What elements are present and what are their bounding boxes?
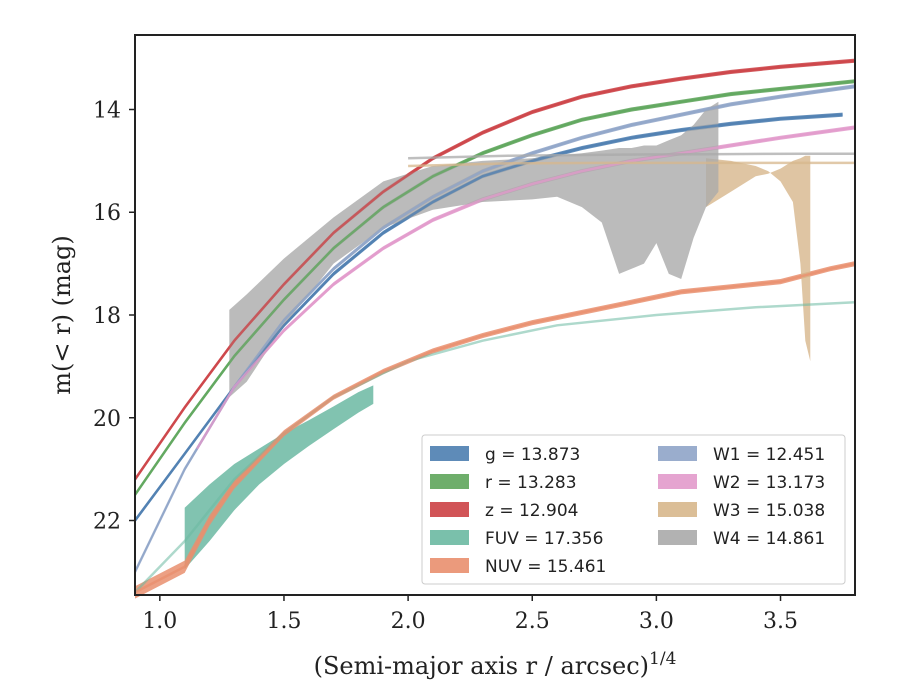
- x-tick-label: 1.5: [266, 609, 301, 634]
- x-tick-label: 2.5: [515, 609, 550, 634]
- legend-label-r: r = 13.283: [485, 473, 577, 493]
- fuv-band: [184, 385, 374, 570]
- x-axis-title-text: (Semi-major axis r / arcsec): [314, 652, 649, 680]
- y-tick-label: 20: [93, 407, 121, 432]
- legend-swatch-nuv: [430, 558, 469, 573]
- w3-model-line: [408, 161, 855, 168]
- series-lines: [133, 59, 856, 594]
- z-model-line: [133, 59, 856, 481]
- legend-label-w3: W3 = 15.038: [713, 501, 825, 521]
- y-tick-label: 18: [93, 304, 121, 329]
- legend-label-nuv: NUV = 15.461: [485, 557, 606, 577]
- y-tick-label: 22: [93, 510, 121, 535]
- w1-model-line: [133, 85, 856, 573]
- legend-swatch-w3: [658, 502, 697, 517]
- legend-swatch-g: [430, 446, 469, 461]
- legend-swatch-w2: [658, 474, 697, 489]
- x-axis-title-exponent: 1/4: [649, 649, 676, 669]
- legend: g = 13.873 r = 13.283 z = 12.904 FUV = 17.3…: [421, 434, 846, 585]
- y-axis-title: m(< r) (mag): [48, 235, 76, 394]
- nuv-model-line: [134, 262, 856, 594]
- legend-label-w4: W4 = 14.861: [713, 529, 825, 549]
- legend-swatch-fuv: [430, 530, 469, 545]
- legend-label-fuv: FUV = 17.356: [485, 529, 603, 549]
- legend-label-g: g = 13.873: [485, 445, 580, 465]
- w3-band: [706, 155, 811, 362]
- legend-label-w1: W1 = 12.451: [713, 445, 825, 465]
- x-tick-label: 1.0: [142, 609, 177, 634]
- x-tick-label: 2.0: [391, 609, 426, 634]
- legend-swatch-z: [430, 502, 469, 517]
- w4-model-line: [408, 152, 855, 160]
- x-axis-title: (Semi-major axis r / arcsec)1/4: [314, 649, 677, 680]
- r-model-line: [133, 79, 856, 496]
- y-tick-label: 16: [93, 201, 121, 226]
- w4-band: [229, 101, 719, 398]
- legend-box: [421, 434, 846, 585]
- x-tick-label: 3.0: [639, 609, 674, 634]
- legend-swatch-r: [430, 474, 469, 489]
- legend-swatch-w4: [658, 530, 697, 545]
- x-tick-label: 3.5: [763, 609, 798, 634]
- w2-model-line: [196, 126, 856, 450]
- y-tick-label: 14: [93, 98, 121, 123]
- legend-swatch-w1: [658, 446, 697, 461]
- legend-label-z: z = 12.904: [485, 501, 578, 521]
- axis-ticks: 1.0 1.5 2.0 2.5 3.0 3.5 14 16 18 20 22: [93, 98, 798, 634]
- legend-label-w2: W2 = 13.173: [713, 473, 825, 493]
